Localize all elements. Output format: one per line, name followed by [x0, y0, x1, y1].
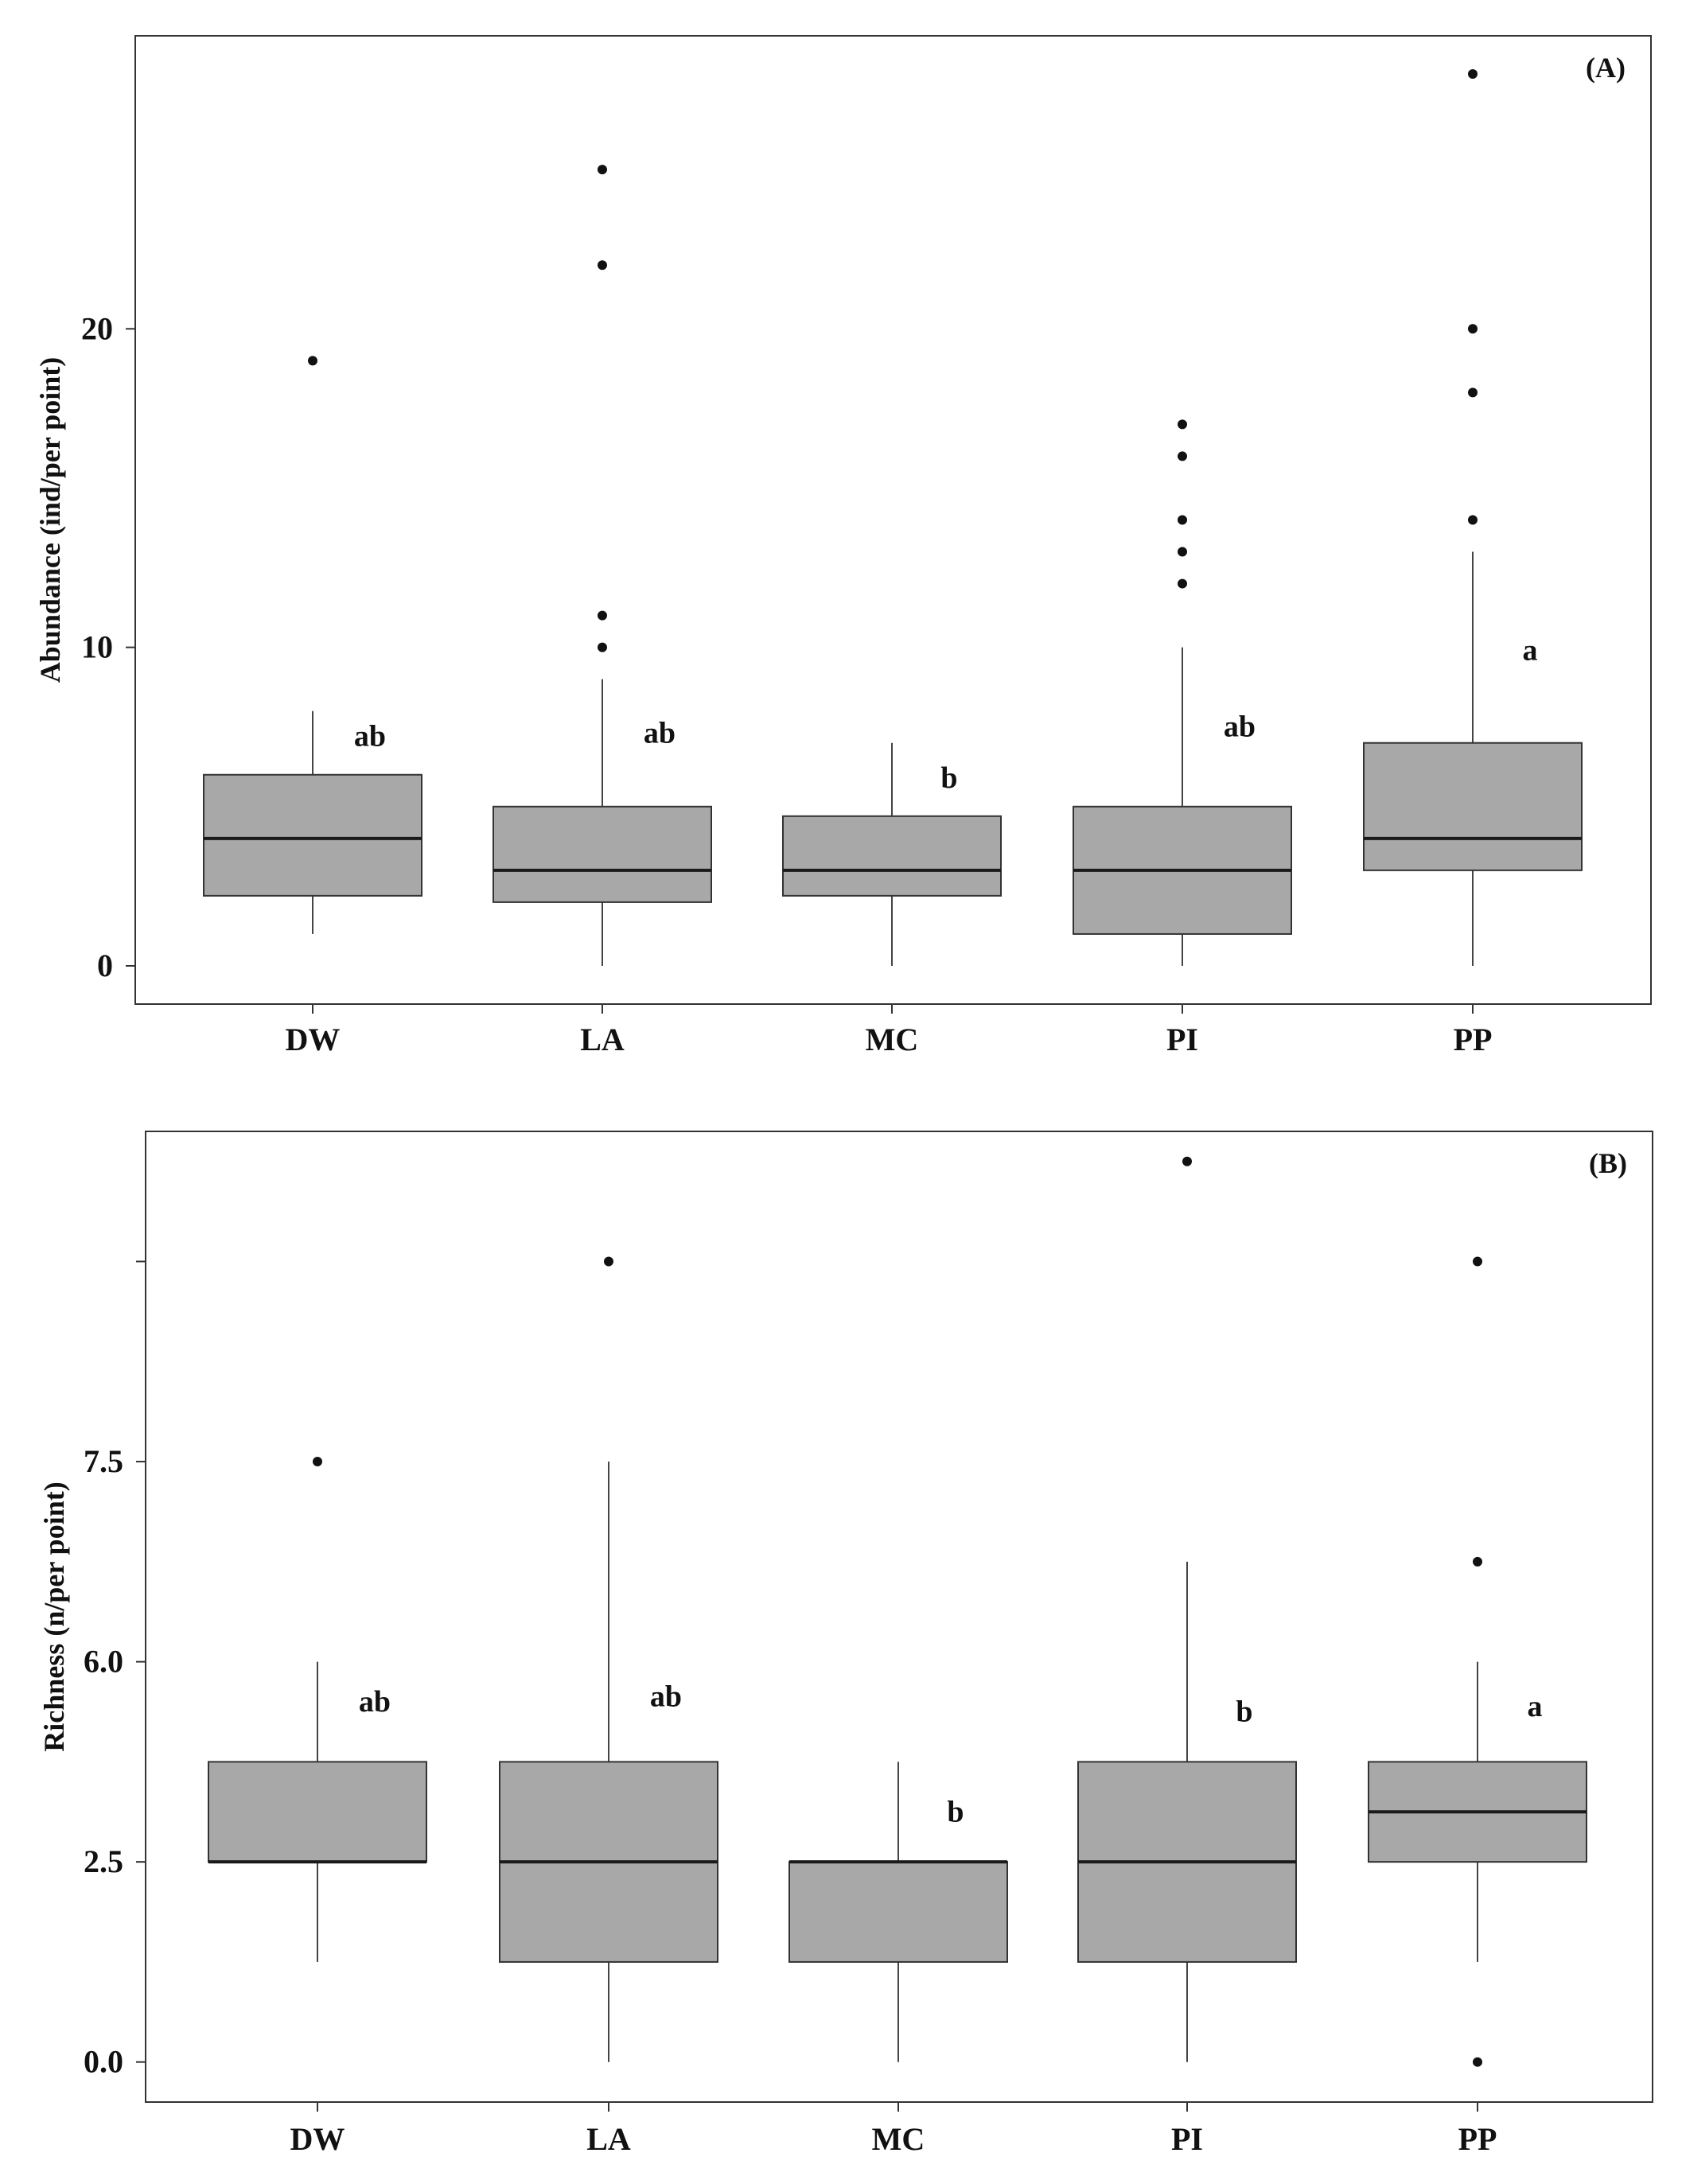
outlier-point — [1468, 515, 1478, 525]
box-dw: DW ab — [203, 356, 422, 1057]
iqr-box — [782, 815, 1002, 897]
outlier-point — [1468, 69, 1478, 80]
iqr-box — [493, 805, 712, 903]
panel-b-richness: 0.0 2.5 6.0 7.5 Richness (n/per point) (B) DW a… — [38, 1131, 1653, 2157]
box-pi: PI ab — [1073, 419, 1292, 1057]
outlier-point — [1178, 547, 1187, 557]
group-letter: b — [940, 761, 957, 795]
outlier-point — [1468, 324, 1478, 334]
group-letter: ab — [650, 1680, 682, 1714]
group-letter: ab — [359, 1685, 391, 1719]
y-axis-title: Abundance (ind/per point) — [34, 357, 66, 683]
box-dw: DW ab — [208, 1457, 427, 2157]
box-pp: PP a — [1368, 1256, 1587, 2157]
outlier-point — [1473, 1556, 1482, 1567]
group-letter: a — [1523, 634, 1538, 668]
outlier-point — [598, 642, 607, 652]
group-letter: ab — [1224, 710, 1256, 744]
x-category-label: PP — [1454, 1022, 1493, 1057]
panel-label: (A) — [1586, 52, 1626, 84]
outlier-point — [604, 1256, 613, 1267]
y-tick-label: 20 — [81, 310, 113, 346]
y-axis-title: Richness (n/per point) — [38, 1481, 70, 1751]
y-tick-label: 2.5 — [84, 1843, 123, 1879]
panel-label: (B) — [1589, 1147, 1627, 1179]
iqr-box — [1363, 742, 1583, 871]
box-mc: MC b — [782, 742, 1002, 1057]
iqr-box — [788, 1861, 1008, 1963]
iqr-box — [208, 1761, 427, 1863]
x-category-label: DW — [286, 1022, 341, 1057]
outlier-point — [1178, 451, 1187, 461]
x-category-label: DW — [290, 2121, 345, 2157]
box-la: LA ab — [493, 165, 712, 1057]
outlier-point — [1473, 1256, 1482, 1267]
x-category-label: LA — [580, 1022, 625, 1057]
outlier-point — [598, 260, 607, 271]
iqr-box — [203, 773, 422, 897]
box-la: LA ab — [499, 1256, 718, 2157]
box-pp: PP a — [1363, 69, 1583, 1057]
outlier-point — [1182, 1156, 1192, 1166]
outlier-point — [1473, 2057, 1482, 2067]
group-letter: b — [947, 1795, 964, 1828]
y-tick-label: 10 — [81, 629, 113, 665]
outlier-point — [313, 1457, 322, 1467]
x-category-label: PP — [1458, 2121, 1497, 2157]
x-category-label: PI — [1171, 2121, 1203, 2157]
x-category-label: PI — [1166, 1022, 1198, 1057]
outlier-point — [1178, 419, 1187, 430]
outlier-point — [308, 356, 317, 366]
group-letter: b — [1236, 1695, 1252, 1728]
outlier-point — [1468, 387, 1478, 398]
group-letter: ab — [644, 717, 676, 750]
group-letter: a — [1528, 1690, 1543, 1723]
box-mc: MC b — [788, 1762, 1008, 2157]
box-pi: PI b — [1077, 1156, 1297, 2157]
outlier-point — [598, 165, 607, 175]
y-tick-label: 0.0 — [84, 2044, 123, 2080]
y-tick-label: 0 — [97, 948, 113, 983]
y-tick-label: 6.0 — [84, 1644, 123, 1680]
outlier-point — [1178, 578, 1187, 589]
x-category-label: MC — [866, 1022, 919, 1057]
plot-frame — [134, 35, 1652, 1005]
outlier-point — [598, 610, 607, 621]
group-letter: ab — [354, 720, 386, 753]
x-category-label: MC — [872, 2121, 925, 2157]
outlier-point — [1178, 515, 1187, 525]
y-tick-label: 7.5 — [84, 1443, 123, 1479]
x-category-label: LA — [586, 2121, 631, 2157]
